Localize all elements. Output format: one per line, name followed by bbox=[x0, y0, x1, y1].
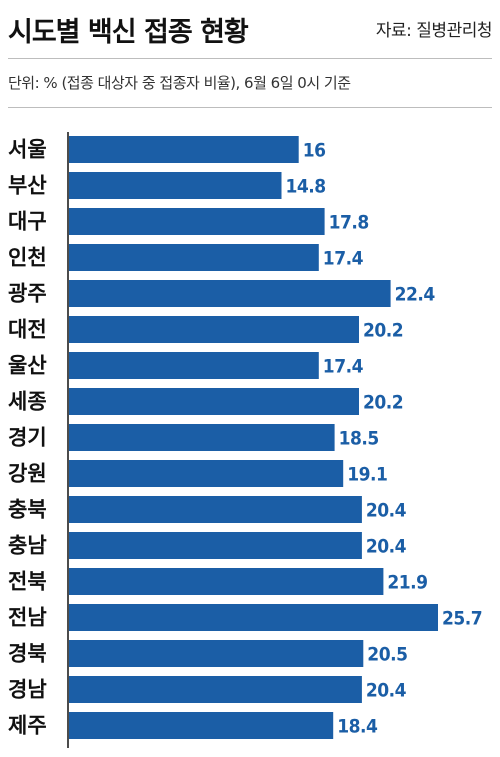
bar bbox=[69, 388, 359, 415]
value-label: 20.2 bbox=[363, 392, 403, 414]
category-label: 전북 bbox=[8, 570, 47, 594]
bar bbox=[69, 460, 344, 487]
value-label: 20.4 bbox=[366, 680, 407, 702]
category-label: 부산 bbox=[8, 174, 47, 198]
value-label: 14.8 bbox=[286, 176, 326, 198]
value-label: 21.9 bbox=[387, 572, 427, 594]
bar bbox=[69, 640, 364, 667]
category-label: 울산 bbox=[8, 354, 47, 378]
bar bbox=[69, 208, 325, 235]
bar bbox=[69, 424, 335, 451]
value-label: 20.4 bbox=[366, 536, 407, 558]
bar bbox=[69, 280, 391, 307]
bar bbox=[69, 676, 362, 703]
bar bbox=[69, 532, 362, 559]
value-label: 18.4 bbox=[337, 716, 378, 738]
top-divider bbox=[8, 58, 492, 59]
value-label: 20.5 bbox=[367, 644, 407, 666]
category-label: 대전 bbox=[8, 318, 47, 342]
bar bbox=[69, 244, 319, 271]
category-label: 경남 bbox=[8, 678, 47, 702]
bar bbox=[69, 316, 359, 343]
category-label: 강원 bbox=[8, 462, 47, 486]
category-label: 충북 bbox=[8, 498, 47, 522]
bars-group: 서울 16 부산 14.8 대구 17.8 인천 17.4 광주 22.4 대전 20.2 울산 17.4… bbox=[8, 136, 483, 739]
value-label: 19.1 bbox=[347, 464, 387, 486]
bar bbox=[69, 136, 299, 163]
category-label: 세종 bbox=[8, 390, 47, 414]
value-label: 22.4 bbox=[395, 284, 436, 306]
category-label: 경기 bbox=[8, 426, 47, 450]
bar bbox=[69, 568, 384, 595]
bar bbox=[69, 352, 319, 379]
category-label: 전남 bbox=[8, 606, 47, 630]
bar bbox=[69, 172, 282, 199]
value-label: 17.8 bbox=[329, 212, 369, 234]
unit-note: 단위: % (접종 대상자 중 접종자 비율), 6월 6일 0시 기준 bbox=[8, 74, 351, 92]
category-label: 광주 bbox=[8, 282, 47, 306]
bar bbox=[69, 712, 334, 739]
value-label: 20.2 bbox=[363, 320, 403, 342]
value-label: 16 bbox=[303, 140, 326, 162]
chart-title: 시도별 백신 접종 현황 bbox=[8, 17, 249, 48]
category-label: 서울 bbox=[8, 138, 47, 162]
source-note: 자료: 질병관리청 bbox=[375, 21, 493, 41]
value-label: 25.7 bbox=[442, 608, 482, 630]
value-label: 17.4 bbox=[323, 356, 364, 378]
bar bbox=[69, 604, 438, 631]
value-label: 18.5 bbox=[339, 428, 379, 450]
category-label: 인천 bbox=[8, 246, 47, 270]
mid-divider bbox=[8, 107, 492, 108]
bar bbox=[69, 496, 362, 523]
value-label: 20.4 bbox=[366, 500, 407, 522]
category-label: 경북 bbox=[8, 642, 47, 666]
value-label: 17.4 bbox=[323, 248, 364, 270]
category-label: 대구 bbox=[8, 210, 47, 234]
category-label: 충남 bbox=[8, 534, 47, 558]
category-label: 제주 bbox=[8, 714, 47, 738]
